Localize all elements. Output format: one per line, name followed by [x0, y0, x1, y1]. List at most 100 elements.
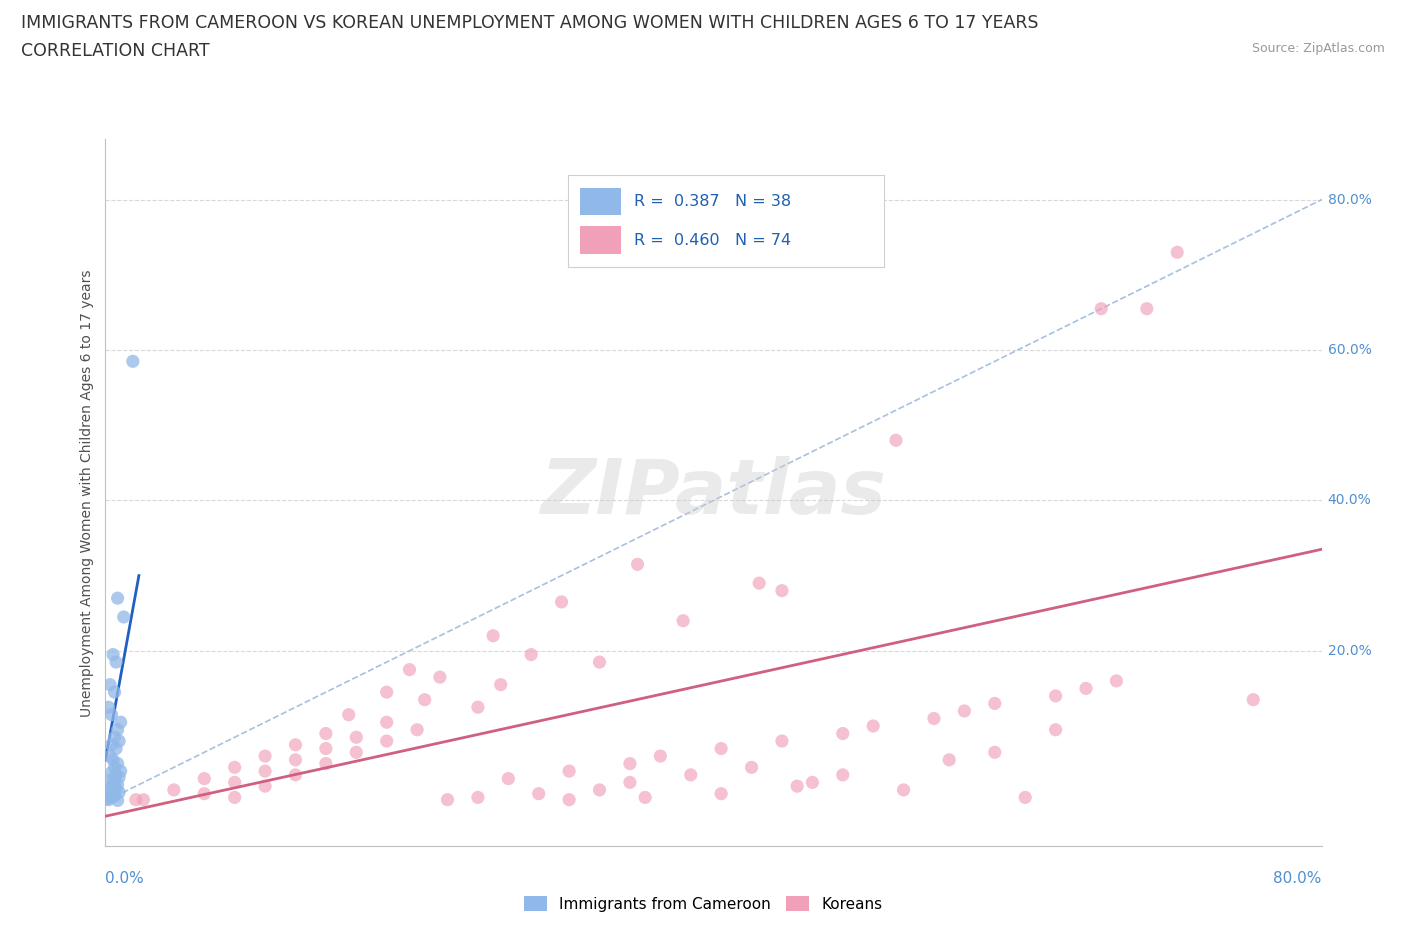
Point [786, 778, 808, 793]
Point [193, 771, 215, 786]
Point [224, 775, 246, 790]
Point [770, 734, 793, 749]
Point [105, 655, 128, 670]
Point [375, 715, 398, 730]
Point [527, 786, 550, 801]
Point [344, 745, 367, 760]
Point [406, 723, 429, 737]
Text: IMMIGRANTS FROM CAMEROON VS KOREAN UNEMPLOYMENT AMONG WOMEN WITH CHILDREN AGES 6: IMMIGRANTS FROM CAMEROON VS KOREAN UNEMP… [21, 14, 1039, 32]
Point [125, 792, 148, 807]
Point [107, 756, 129, 771]
Point [97, 792, 120, 807]
Point [884, 432, 907, 447]
Point [748, 576, 770, 591]
Point [103, 730, 125, 745]
Point [107, 591, 129, 605]
Point [741, 760, 763, 775]
Point [110, 764, 132, 778]
Point [619, 756, 641, 771]
Point [315, 726, 337, 741]
Point [344, 730, 367, 745]
Point [163, 782, 186, 797]
Point [108, 734, 131, 749]
Point [108, 770, 131, 785]
Point [1014, 790, 1036, 804]
Text: 20.0%: 20.0% [1327, 644, 1371, 658]
Point [770, 583, 793, 598]
Point [108, 785, 131, 800]
Point [489, 677, 512, 692]
Point [672, 613, 695, 628]
Point [679, 767, 702, 782]
Point [101, 775, 124, 790]
Point [558, 792, 581, 807]
Point [482, 629, 505, 644]
Point [98, 749, 121, 764]
Point [315, 756, 337, 771]
Point [1045, 688, 1067, 703]
Point [498, 771, 520, 786]
Point [938, 752, 960, 767]
Point [100, 708, 122, 723]
Point [467, 699, 489, 714]
Point [550, 594, 572, 609]
Point [100, 765, 122, 780]
Point [101, 786, 124, 801]
Point [97, 699, 120, 714]
Text: ZIPatlas: ZIPatlas [540, 456, 887, 530]
Point [375, 734, 398, 749]
Point [103, 789, 125, 804]
Point [831, 726, 853, 741]
Point [588, 655, 610, 670]
Point [110, 715, 132, 730]
Point [284, 752, 307, 767]
Text: Source: ZipAtlas.com: Source: ZipAtlas.com [1251, 42, 1385, 55]
Text: 80.0%: 80.0% [1327, 193, 1372, 206]
Point [121, 354, 143, 369]
Point [100, 790, 122, 804]
Point [467, 790, 489, 804]
Point [101, 752, 124, 767]
Point [105, 767, 128, 782]
Point [101, 647, 124, 662]
Point [98, 677, 121, 692]
Legend: Immigrants from Cameroon, Koreans: Immigrants from Cameroon, Koreans [517, 889, 889, 918]
Point [710, 786, 733, 801]
Point [862, 719, 884, 734]
Point [893, 782, 915, 797]
Text: CORRELATION CHART: CORRELATION CHART [21, 42, 209, 60]
Point [103, 778, 125, 793]
Point [100, 737, 122, 752]
Point [626, 557, 648, 572]
Point [337, 708, 360, 723]
Point [315, 741, 337, 756]
Point [1074, 681, 1097, 696]
Point [710, 741, 733, 756]
Text: 40.0%: 40.0% [1327, 494, 1371, 508]
Point [413, 692, 436, 707]
Point [107, 723, 129, 737]
Point [634, 790, 657, 804]
Point [284, 767, 307, 782]
Point [1166, 245, 1188, 259]
Point [107, 793, 129, 808]
Point [254, 778, 277, 793]
Point [254, 749, 277, 764]
Point [1241, 692, 1264, 707]
Point [98, 773, 121, 788]
Point [112, 609, 135, 624]
Point [619, 775, 641, 790]
Point [375, 684, 398, 699]
Point [107, 777, 129, 792]
Y-axis label: Unemployment Among Women with Children Ages 6 to 17 years: Unemployment Among Women with Children A… [80, 269, 94, 717]
Point [650, 749, 672, 764]
Point [588, 782, 610, 797]
Bar [581, 188, 621, 215]
Point [105, 782, 128, 797]
Point [558, 764, 581, 778]
Point [224, 790, 246, 804]
Text: R =  0.460   N = 74: R = 0.460 N = 74 [634, 232, 792, 247]
Point [284, 737, 307, 752]
Point [1136, 301, 1159, 316]
Text: 0.0%: 0.0% [105, 871, 145, 886]
